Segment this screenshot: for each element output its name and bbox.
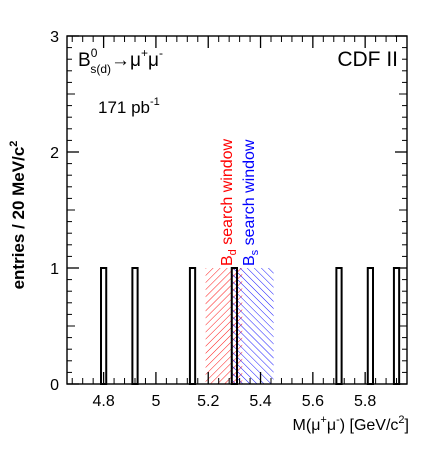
decay-mu2-sup: - [159,46,163,60]
histogram-bar [131,267,139,385]
axes: 4.8 5 5.2 5.4 5.6 5.8 0 1 2 3 [50,29,408,410]
decay-b-sup: 0 [91,46,98,60]
bd-window-label: Bd search window [219,138,239,266]
x-label-unit: ) [GeV/c [340,417,399,434]
x-tick-label: 5.6 [302,393,324,410]
bs-label-b: B [241,255,258,266]
x-label-unit-sup: 2 [398,414,404,426]
decay-arrow: → [111,50,130,71]
x-label-plus: + [320,414,326,426]
search-windows [205,268,274,384]
decay-mu1-sup: + [141,46,148,60]
x-tick-label: 5.2 [197,393,219,410]
y-tick-label: 2 [50,145,59,162]
bd-label-b: B [219,255,236,266]
x-tick-label: 5 [151,393,160,410]
histogram-bar [366,267,374,385]
luminosity-sup: -1 [150,96,160,108]
x-label-mu1: μ [311,417,320,434]
x-label-minus: - [336,414,340,426]
x-tick-label: 5.8 [354,393,376,410]
x-tick-label: 4.8 [92,393,114,410]
bs-label-rest: search window [241,139,258,250]
y-tick-label: 1 [50,261,59,278]
histogram-bar [335,267,343,385]
decay-mu2: μ [148,50,159,71]
bs-window-label: Bs search window [241,139,261,266]
y-tick-label: 3 [50,29,59,46]
y-axis-label-main: entries / 20 MeV/c [9,147,28,290]
histogram-bar [100,267,108,385]
luminosity-value: 171 pb [98,98,150,117]
histogram-bar [392,267,401,385]
histogram-bar [188,267,197,385]
search-window-bs [231,268,274,384]
decay-b-sub: s(d) [90,62,111,76]
y-axis-label: entries / 20 MeV/c2 [8,141,28,290]
x-label-m: M( [293,417,312,434]
decay-mu1: μ [130,50,141,71]
decay-channel-label: B0 s(d)→μ+μ- [78,46,163,76]
x-label-mu2: μ [327,417,336,434]
y-tick-label: 0 [50,377,59,394]
x-tick-label: 5.4 [249,393,271,410]
bd-label-rest: search window [219,138,236,249]
luminosity-label: 171 pb-1 [98,96,160,117]
y-axis-label-sup: 2 [8,141,20,147]
decay-b: B [78,50,91,71]
x-axis-label: M(μ+μ-) [GeV/c2] [293,414,409,434]
bs-label-sub: s [249,249,261,255]
bd-label-sub: d [227,249,239,255]
x-label-close: ] [405,417,409,434]
experiment-label: CDF II [337,48,398,71]
